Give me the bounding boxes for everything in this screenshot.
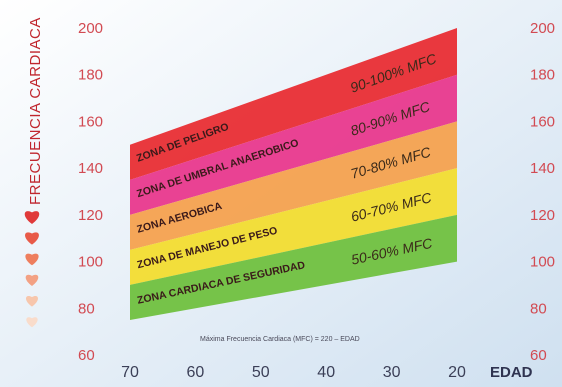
y-tick-label: 120 [530, 207, 555, 224]
zone-band-5 [130, 214, 457, 320]
y-tick-label: 160 [530, 113, 555, 130]
heart-icon [25, 232, 39, 245]
y-tick-label: 60 [78, 347, 95, 364]
x-tick-label: 60 [187, 364, 205, 381]
formula-annotation: Máxima Frecuencia Cardiaca (MFC) = 220 –… [200, 336, 360, 343]
x-axis-label: EDAD [490, 364, 533, 381]
x-tick-label: 40 [317, 364, 335, 381]
x-tick-label: 30 [383, 364, 401, 381]
y-tick-label: 160 [78, 113, 103, 130]
x-tick-label: 20 [448, 364, 466, 381]
heart-icon [26, 317, 38, 328]
y-tick-label: 140 [78, 160, 103, 177]
y-tick-label: 100 [78, 254, 103, 271]
zone-band-4 [130, 168, 457, 285]
heart-icon [25, 253, 39, 266]
y-tick-label: 80 [530, 300, 547, 317]
y-tick-label: 180 [78, 67, 103, 84]
y-ticks-left: 60 80 100 120 140 160 180 200 [78, 20, 103, 364]
x-tick-label: 50 [252, 364, 270, 381]
x-tick-label: 70 [121, 364, 139, 381]
zone-band-1 [130, 28, 457, 180]
y-tick-label: 200 [78, 20, 103, 37]
zone-bands [130, 28, 457, 320]
y-tick-label: 180 [530, 67, 555, 84]
zone-band-2 [130, 74, 457, 215]
y-ticks-right: 60 80 100 120 140 160 180 200 [530, 20, 555, 364]
y-tick-label: 100 [530, 254, 555, 271]
y-tick-label: 80 [78, 300, 95, 317]
heart-icon [26, 295, 38, 307]
heart-icons [24, 211, 40, 328]
heart-icon [25, 274, 39, 286]
y-tick-label: 140 [530, 160, 555, 177]
zone-band-3 [130, 121, 457, 250]
heart-icon [24, 211, 40, 224]
x-ticks: 70 60 50 40 30 20 [121, 364, 466, 381]
y-tick-label: 120 [78, 207, 103, 224]
y-axis-label: FRECUENCIA CARDIACA [27, 17, 44, 205]
y-tick-label: 200 [530, 20, 555, 37]
y-tick-label: 60 [530, 347, 547, 364]
